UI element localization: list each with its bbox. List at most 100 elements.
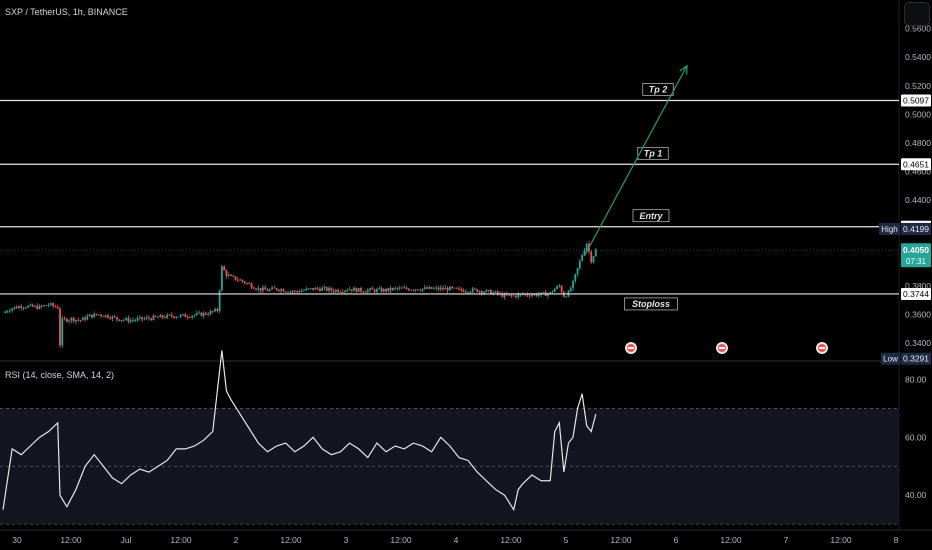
candle-body	[257, 288, 260, 290]
candle-body	[387, 287, 390, 292]
candle-body	[4, 311, 7, 314]
candle-body	[49, 303, 52, 305]
candle-body	[79, 320, 82, 321]
candle-body	[439, 287, 442, 290]
candle-body	[31, 304, 34, 307]
candle-body	[220, 266, 223, 291]
candle-body	[467, 291, 470, 293]
candle-body	[189, 317, 191, 319]
candle-body	[266, 289, 269, 292]
time-tick-label: 12:00	[390, 535, 412, 545]
candle-body	[346, 290, 349, 292]
candle-body	[572, 280, 574, 289]
candle-body	[508, 294, 511, 296]
candle-body	[207, 314, 210, 316]
level-price-value: 0.3744	[903, 289, 929, 299]
candle-body	[323, 287, 326, 288]
candle-body	[223, 266, 226, 271]
event-icon[interactable]	[625, 342, 637, 354]
candle-body	[398, 287, 401, 289]
candle-body	[492, 292, 495, 295]
candle-body	[348, 289, 351, 291]
candle-body	[163, 317, 166, 319]
candle-body	[255, 288, 257, 290]
candle-body	[496, 291, 499, 294]
candle-body	[378, 288, 381, 290]
candle-body	[232, 275, 235, 277]
candle-body	[61, 318, 64, 346]
candle-body	[353, 287, 356, 291]
candle-body	[517, 294, 520, 298]
candle-body	[134, 320, 137, 321]
candle-body	[184, 314, 187, 318]
event-icon[interactable]	[716, 342, 728, 354]
rsi-title: RSI (14, close, SMA, 14, 2)	[5, 370, 115, 380]
high-label: High	[881, 225, 897, 234]
candle-body	[469, 291, 472, 293]
candle-body	[560, 285, 563, 293]
candle-body	[36, 305, 39, 310]
candle-body	[549, 291, 552, 294]
candle-body	[442, 287, 444, 290]
candle-body	[102, 316, 105, 317]
candle-body	[86, 316, 89, 320]
candle-body	[132, 320, 134, 321]
price-tick-label: 0.5400	[905, 52, 931, 62]
candle-body	[585, 243, 588, 251]
candle-body	[419, 290, 422, 291]
candle-body	[54, 305, 57, 307]
candle-body	[211, 311, 214, 312]
candle-body	[243, 281, 246, 284]
candle-body	[84, 317, 86, 320]
candle-body	[360, 288, 362, 292]
candle-body	[458, 288, 460, 290]
event-icon-bar	[719, 347, 725, 349]
candle-body	[106, 315, 109, 318]
candle-body	[65, 318, 68, 322]
rsi-tick-label: 40.00	[905, 490, 927, 500]
candle-body	[330, 288, 333, 291]
candle-body	[385, 288, 387, 292]
level-label-tp-2: Tp 2	[649, 85, 668, 95]
candle-body	[34, 305, 36, 307]
candle-body	[594, 249, 597, 257]
rsi-tick-label: 60.00	[905, 432, 927, 442]
candle-body	[410, 289, 413, 291]
candle-body	[307, 288, 310, 290]
candle-body	[453, 287, 456, 289]
candle-body	[11, 308, 14, 311]
candle-body	[179, 314, 182, 317]
candle-body	[339, 291, 342, 293]
candle-body	[501, 293, 504, 297]
time-tick-label: 6	[674, 535, 679, 545]
candle-body	[444, 287, 447, 290]
candle-body	[15, 306, 18, 309]
candle-body	[464, 291, 467, 293]
candle-body	[20, 306, 23, 308]
candle-body	[125, 318, 128, 320]
candle-body	[47, 304, 50, 306]
candle-body	[191, 315, 194, 318]
candle-body	[364, 291, 367, 293]
level-price-tag	[901, 158, 931, 171]
candle-body	[241, 279, 244, 282]
chart-menu-button[interactable]	[904, 2, 930, 26]
candle-body	[175, 317, 178, 318]
candle-body	[18, 306, 20, 309]
candle-body	[309, 288, 312, 289]
candle-body	[218, 290, 221, 311]
candle-body	[303, 290, 305, 292]
candle-body	[230, 274, 232, 276]
candle-body	[202, 312, 205, 316]
candle-body	[569, 288, 572, 292]
candles	[4, 241, 597, 349]
time-tick-label: 12:00	[610, 535, 632, 545]
candle-body	[448, 286, 451, 291]
level-label-box	[624, 297, 678, 311]
candle-body	[63, 318, 66, 320]
candle-body	[305, 288, 308, 291]
event-icon[interactable]	[816, 342, 828, 354]
candle-body	[576, 268, 579, 275]
candle-body	[291, 291, 294, 293]
